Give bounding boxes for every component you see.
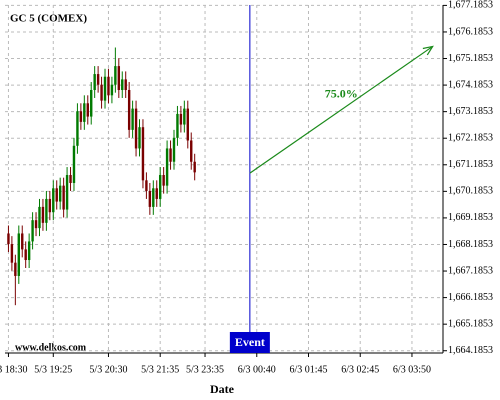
y-tick-label: 1,664.1853	[448, 345, 493, 356]
candle-body	[103, 76, 107, 101]
x-tick-label: 6/3 00:40	[238, 364, 276, 375]
candle-body	[31, 220, 34, 242]
y-tick-label: 1,670.1853	[448, 186, 493, 197]
x-tick-label: 5/3 19:25	[34, 364, 72, 375]
candle-body	[107, 76, 110, 96]
candle-body	[114, 66, 117, 85]
candle-body	[34, 220, 38, 229]
candle-body	[83, 103, 86, 122]
candle-body	[7, 233, 10, 245]
candle-body	[127, 90, 131, 130]
candle-body	[69, 175, 72, 183]
candle-body	[90, 90, 93, 117]
candle-body	[14, 262, 17, 276]
candle-body	[58, 185, 62, 202]
x-tick-label: 6/3 01:45	[289, 364, 327, 375]
y-tick-label: 1,667.1853	[448, 265, 493, 276]
candle-body	[93, 74, 96, 91]
candle-body	[138, 127, 141, 149]
candle-body	[55, 188, 58, 202]
candle-body	[186, 108, 189, 141]
candle-body	[86, 103, 89, 117]
y-tick-label: 1,674.1853	[448, 79, 493, 90]
y-tick-label: 1,665.1853	[448, 318, 493, 329]
candle-body	[38, 206, 41, 229]
candle-body	[72, 145, 76, 183]
x-tick-label: 5/3 20:30	[89, 364, 127, 375]
y-tick-label: 1,668.1853	[448, 239, 493, 250]
candle-body	[190, 140, 193, 162]
candle-body	[155, 188, 158, 199]
candle-body	[79, 111, 83, 122]
candle-body	[169, 148, 172, 162]
candle-body	[193, 161, 196, 173]
candle-body	[172, 137, 176, 162]
x-axis-label: Date	[210, 382, 235, 396]
watermark: www.delkos.com	[15, 342, 87, 353]
candle-body	[41, 206, 45, 223]
candle-body	[48, 198, 52, 213]
arrow-label: 75.0%	[325, 87, 358, 101]
y-tick-label: 1,671.1853	[448, 159, 493, 170]
candle-body	[158, 175, 162, 199]
y-tick-label: 1,673.1853	[448, 106, 493, 117]
prediction-arrow	[249, 45, 433, 174]
candle-body	[148, 190, 152, 207]
x-tick-label: 5/3 23:35	[186, 364, 224, 375]
y-tick-label: 1,672.1853	[448, 133, 493, 144]
candle-body	[124, 79, 127, 91]
candle-body	[152, 188, 155, 207]
y-tick-label: 1,669.1853	[448, 212, 493, 223]
candle-body	[141, 127, 145, 181]
candle-body	[45, 198, 48, 223]
y-tick-label: 1,666.1853	[448, 292, 493, 303]
candle-body	[21, 233, 24, 250]
candle-body	[179, 113, 183, 125]
candle-body	[145, 180, 148, 191]
y-tick-label: 1,676.1853	[448, 26, 493, 37]
arrow-head	[422, 45, 434, 56]
y-tick-label: 1,675.1853	[448, 53, 493, 64]
candle-body	[10, 244, 14, 263]
candle-body	[131, 108, 134, 130]
candle-body	[162, 175, 165, 186]
candle-body	[110, 84, 114, 96]
candle-body	[17, 233, 21, 276]
candle-body	[176, 113, 179, 138]
candle-body	[62, 185, 65, 210]
x-tick-label: 6/3 02:45	[341, 364, 379, 375]
candle-body	[100, 84, 103, 101]
candle-body	[183, 108, 186, 125]
x-tick-label: 5/3 18:30	[0, 364, 27, 375]
candle-body	[52, 188, 55, 213]
x-tick-label: 6/3 03:50	[393, 364, 431, 375]
y-tick-label: 1,677.1853	[448, 0, 493, 11]
candle-body	[96, 74, 100, 85]
event-box	[229, 332, 270, 353]
candle-body	[134, 108, 138, 149]
event-label: Event	[235, 335, 265, 349]
candle-body	[121, 79, 124, 91]
x-tick-label: 5/3 21:35	[141, 364, 179, 375]
candle-body	[165, 148, 169, 186]
candle-body	[76, 111, 79, 146]
chart-title: GC 5 (COMEX)	[10, 13, 87, 25]
candle-body	[27, 241, 31, 261]
candle-body	[117, 66, 121, 91]
candle-body	[65, 175, 69, 210]
candle-body	[24, 249, 27, 261]
